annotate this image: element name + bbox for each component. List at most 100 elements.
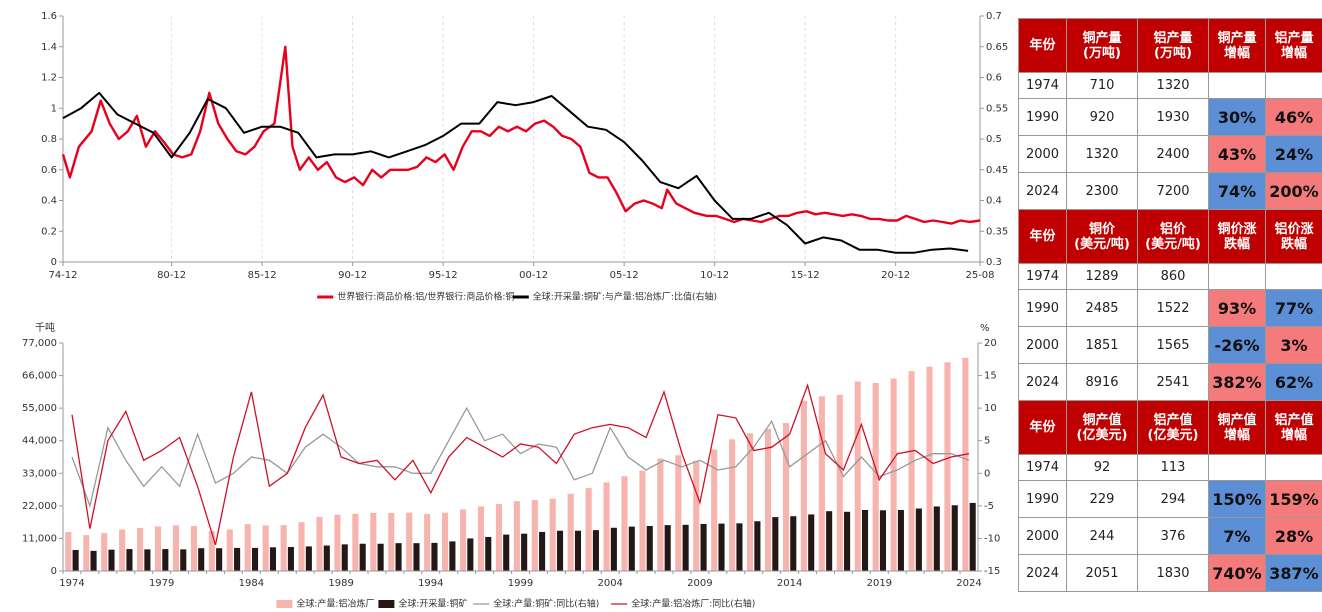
x-tick-label: 1974 xyxy=(59,578,84,589)
cell xyxy=(1208,454,1266,481)
bar xyxy=(818,396,825,571)
bar xyxy=(675,455,682,571)
y2-tick-label: 0.7 xyxy=(986,11,1002,22)
bar xyxy=(388,512,395,571)
bar xyxy=(711,449,718,571)
bar xyxy=(269,547,277,571)
cell: 710 xyxy=(1066,72,1138,99)
x-tick-label: 80-12 xyxy=(157,270,186,281)
y2-tick-label: 0.3 xyxy=(986,257,1002,268)
cell: 2400 xyxy=(1137,135,1209,173)
bar xyxy=(969,502,976,571)
bar xyxy=(521,533,528,571)
cell xyxy=(1208,72,1266,99)
bar xyxy=(442,512,449,571)
cell: 200% xyxy=(1265,172,1322,210)
bar xyxy=(341,544,348,571)
bar xyxy=(729,439,736,571)
bar xyxy=(395,543,402,571)
bar xyxy=(646,525,653,571)
cell: 294 xyxy=(1137,480,1209,518)
legend-label: 全球:产量:铝冶炼厂 xyxy=(296,598,374,610)
bar xyxy=(72,549,79,571)
bar xyxy=(836,394,843,571)
bar xyxy=(897,510,904,571)
cell: 382% xyxy=(1208,363,1266,401)
x-tick-label: 25-08 xyxy=(965,270,994,281)
bar xyxy=(800,400,807,571)
legend-label: 全球:开采量:铜矿:与产量:铝冶炼厂:比值(右轴) xyxy=(533,291,717,303)
data-table: 年份 铜产量 (万吨) 铝产量 (万吨) 铜产量 增幅 铝产量 增幅 1974 710 132… xyxy=(1018,18,1322,592)
x-tick-label: 2024 xyxy=(956,578,981,589)
cell: 92 xyxy=(1066,454,1138,481)
data-row: 2024 2300 7200 74% 200% xyxy=(1018,172,1322,210)
cell: 2000 xyxy=(1018,517,1067,555)
cell: 113 xyxy=(1137,454,1209,481)
bar xyxy=(352,513,359,571)
y2-tick-label: 0.55 xyxy=(986,103,1008,114)
header-cell: 铝产值 (亿美元) xyxy=(1137,400,1209,455)
bar xyxy=(172,525,180,571)
bar xyxy=(359,543,366,571)
bar xyxy=(933,506,940,571)
bar xyxy=(180,549,187,571)
bar xyxy=(782,422,790,571)
header-cell: 年份 xyxy=(1018,400,1067,455)
bar xyxy=(162,549,169,571)
x-tick-label: 2004 xyxy=(597,578,622,589)
bar xyxy=(377,543,384,571)
bar xyxy=(772,517,779,571)
cell: 159% xyxy=(1265,480,1322,518)
bar xyxy=(316,516,323,571)
cell: 2300 xyxy=(1066,172,1138,210)
header-cell: 铝产值 增幅 xyxy=(1265,400,1322,455)
cell: 740% xyxy=(1208,554,1266,592)
bar xyxy=(628,526,635,571)
y-tick-label: 11,000 xyxy=(22,533,57,544)
bar xyxy=(137,528,144,571)
cell: 1320 xyxy=(1137,72,1209,99)
bar xyxy=(682,524,689,571)
bar xyxy=(424,514,431,571)
bar xyxy=(621,476,628,571)
bar xyxy=(449,541,456,571)
bar xyxy=(298,522,305,571)
legend-label: 世界银行:商品价格:铝/世界银行:商品价格:铜 xyxy=(337,291,514,303)
bar xyxy=(413,543,420,571)
y2-tick-label: -15 xyxy=(984,566,1000,577)
bar xyxy=(503,534,510,571)
cell xyxy=(1265,263,1322,290)
y2-tick-label: 0.35 xyxy=(986,226,1008,237)
bar xyxy=(556,530,564,571)
y2-tick-label: 20 xyxy=(984,338,997,349)
cell: 1974 xyxy=(1018,454,1067,481)
bar xyxy=(872,382,879,571)
header-cell: 铜价 (美元/吨) xyxy=(1066,209,1138,264)
bar xyxy=(323,545,330,571)
data-row: 2000 244 376 7% 28% xyxy=(1018,517,1322,555)
bar xyxy=(280,525,287,571)
x-tick-label: 85-12 xyxy=(248,270,277,281)
cell: 8916 xyxy=(1066,363,1138,401)
bar xyxy=(951,505,958,571)
cell: 1990 xyxy=(1018,289,1067,327)
bar xyxy=(585,488,592,571)
cell: 2024 xyxy=(1018,172,1067,210)
cell: 1974 xyxy=(1018,72,1067,99)
y2-tick-label: 5 xyxy=(984,436,990,447)
cell: 2051 xyxy=(1066,554,1138,592)
cell: 1289 xyxy=(1066,263,1138,290)
cell: 1320 xyxy=(1066,135,1138,173)
y2-axis-unit: % xyxy=(980,323,990,334)
bar xyxy=(592,530,599,571)
cell xyxy=(1208,263,1266,290)
x-tick-label: 20-12 xyxy=(881,270,910,281)
bar xyxy=(154,526,162,571)
bar xyxy=(926,366,933,571)
header-cell: 年份 xyxy=(1018,209,1067,264)
bar xyxy=(406,512,413,571)
cell: 30% xyxy=(1208,98,1266,136)
x-tick-label: 1984 xyxy=(239,578,264,589)
bar xyxy=(567,493,574,571)
cell: 2000 xyxy=(1018,326,1067,364)
